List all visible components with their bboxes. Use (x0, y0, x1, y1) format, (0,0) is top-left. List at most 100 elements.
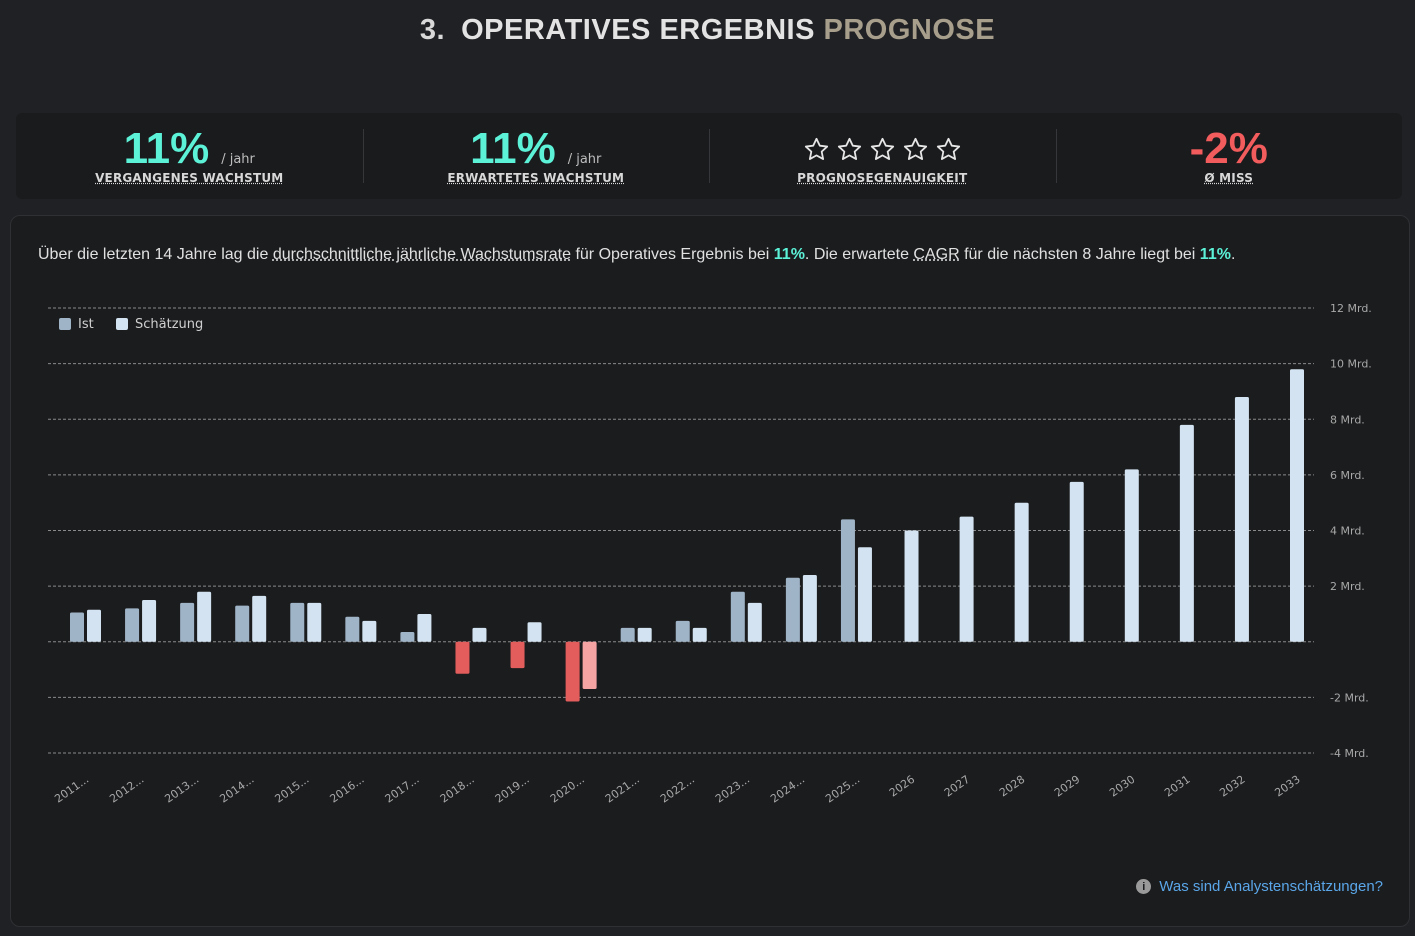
y-tick-label: 12 Mrd. (1330, 302, 1372, 315)
star-icon (804, 137, 828, 160)
bar-schaetzung[interactable] (802, 575, 817, 642)
bar-schaetzung[interactable] (417, 613, 432, 642)
bar-schaetzung[interactable] (692, 627, 707, 642)
y-tick-label: 6 Mrd. (1330, 469, 1365, 482)
desc-term-cagr[interactable]: CAGR (913, 246, 960, 263)
x-tick-label: 2024... (768, 773, 807, 806)
stat-value: 11% (123, 124, 210, 173)
bar-schaetzung[interactable] (362, 620, 377, 642)
bar-ist[interactable] (730, 591, 745, 642)
desc-text: . (1230, 246, 1236, 263)
y-tick-label: -4 Mrd. (1330, 747, 1369, 760)
bar-ist[interactable] (675, 620, 690, 642)
x-tick-label: 2018... (438, 773, 477, 806)
y-tick-label: 10 Mrd. (1330, 358, 1372, 371)
info-icon: i (1136, 879, 1152, 894)
desc-text: für die nächsten 8 Jahre liegt bei (959, 246, 1200, 263)
bar-ist[interactable] (840, 519, 855, 642)
y-tick-label: 2 Mrd. (1330, 580, 1365, 593)
x-tick-label: 2023... (713, 773, 752, 806)
stat-value: 11% (470, 124, 556, 173)
bar-ist[interactable] (620, 627, 635, 642)
star-icon (903, 137, 927, 160)
star-rating (803, 127, 962, 171)
bar-schaetzung[interactable] (1014, 502, 1029, 642)
stat-label[interactable]: PROGNOSEGENAUIGKEIT (797, 171, 968, 185)
bar-schaetzung[interactable] (857, 547, 872, 642)
bar-ist[interactable] (400, 632, 415, 642)
y-tick-label: 8 Mrd. (1330, 413, 1365, 426)
page-title: 3. OPERATIVES ERGEBNIS PROGNOSE (0, 14, 1415, 47)
x-tick-label: 2022... (658, 773, 697, 806)
stat-value: -2% (1189, 124, 1268, 173)
x-tick-label: 2033 (1272, 773, 1302, 800)
x-tick-label: 2027 (942, 773, 972, 800)
stat-label[interactable]: VERGANGENES WACHSTUM (95, 171, 284, 185)
bar-schaetzung[interactable] (472, 627, 487, 642)
bar-schaetzung[interactable] (197, 591, 212, 642)
bar-schaetzung[interactable] (307, 602, 322, 642)
x-tick-label: 2028 (997, 773, 1027, 800)
bar-schaetzung[interactable] (959, 516, 974, 642)
bar-ist[interactable] (455, 641, 470, 674)
stat-label[interactable]: Ø MISS (1204, 171, 1254, 185)
desc-term-growth-rate[interactable]: durchschnittliche jährliche Wachstumsrat… (272, 246, 572, 263)
star-icon (870, 137, 894, 160)
bar-ist[interactable] (125, 608, 140, 642)
bar-ist[interactable] (785, 577, 800, 642)
bar-schaetzung[interactable] (582, 641, 597, 690)
star-icon (837, 137, 861, 160)
bar-schaetzung[interactable] (252, 595, 267, 642)
y-tick-label: -2 Mrd. (1330, 691, 1369, 704)
bar-schaetzung[interactable] (142, 600, 157, 642)
bar-ist[interactable] (290, 602, 305, 642)
bar-ist[interactable] (180, 602, 195, 642)
x-tick-label: 2020... (548, 773, 587, 806)
bar-schaetzung[interactable] (637, 627, 652, 642)
stat-unit: / jahr (221, 152, 255, 167)
bar-schaetzung[interactable] (1234, 397, 1249, 642)
bar-ist[interactable] (565, 641, 580, 702)
x-tick-label: 2011... (52, 773, 91, 806)
legend-swatch (59, 318, 71, 330)
x-tick-label: 2012... (107, 773, 146, 806)
x-tick-label: 2026 (887, 773, 917, 800)
bar-schaetzung[interactable] (527, 622, 542, 642)
bar-schaetzung[interactable] (1179, 424, 1194, 642)
bar-ist[interactable] (235, 605, 250, 642)
stat-label[interactable]: ERWARTETES WACHSTUM (447, 171, 625, 185)
stat-forecast-accuracy: PROGNOSEGENAUIGKEIT (709, 113, 1056, 199)
desc-text: für Operatives Ergebnis bei (571, 246, 774, 263)
bar-ist[interactable] (70, 612, 84, 642)
title-accent: PROGNOSE (823, 14, 996, 46)
desc-text: . Die erwartete (804, 246, 914, 263)
bar-schaetzung[interactable] (1069, 481, 1084, 642)
x-tick-label: 2032 (1217, 773, 1247, 800)
bar-schaetzung[interactable] (904, 530, 919, 642)
analyst-info-link[interactable]: i Was sind Analystenschätzungen? (1136, 878, 1383, 895)
info-link-text[interactable]: Was sind Analystenschätzungen? (1159, 878, 1383, 895)
bar-schaetzung[interactable] (1124, 469, 1139, 642)
stat-unit: / jahr (567, 152, 602, 167)
bar-schaetzung[interactable] (1290, 369, 1304, 642)
title-main: OPERATIVES ERGEBNIS (461, 14, 815, 46)
legend-label[interactable]: Schätzung (135, 317, 203, 332)
x-tick-label: 2021... (603, 773, 642, 806)
x-tick-label: 2031 (1162, 773, 1192, 800)
x-tick-label: 2017... (383, 773, 422, 806)
stat-past-growth: 11% / jahr VERGANGENES WACHSTUM (16, 113, 363, 199)
bar-ist[interactable] (510, 641, 525, 669)
chart-card: Über die letzten 14 Jahre lag die durchs… (10, 215, 1410, 927)
chart-description: Über die letzten 14 Jahre lag die durchs… (38, 246, 1235, 264)
bar-schaetzung[interactable] (747, 602, 762, 642)
legend-label[interactable]: Ist (78, 317, 94, 332)
section-number: 3. (419, 14, 446, 46)
bar-ist[interactable] (345, 616, 360, 642)
desc-text: Über die letzten 14 Jahre lag die (38, 246, 273, 263)
x-tick-label: 2014... (217, 773, 256, 806)
y-tick-label: 4 Mrd. (1330, 525, 1365, 538)
bar-chart: 12 Mrd. 10 Mrd. 8 Mrd. 6 Mrd. 4 Mrd. 2 Mrd. -2… (48, 302, 1372, 806)
bar-schaetzung[interactable] (87, 609, 101, 642)
x-tick-label: 2016... (328, 773, 367, 806)
desc-value: 11% (773, 246, 805, 263)
